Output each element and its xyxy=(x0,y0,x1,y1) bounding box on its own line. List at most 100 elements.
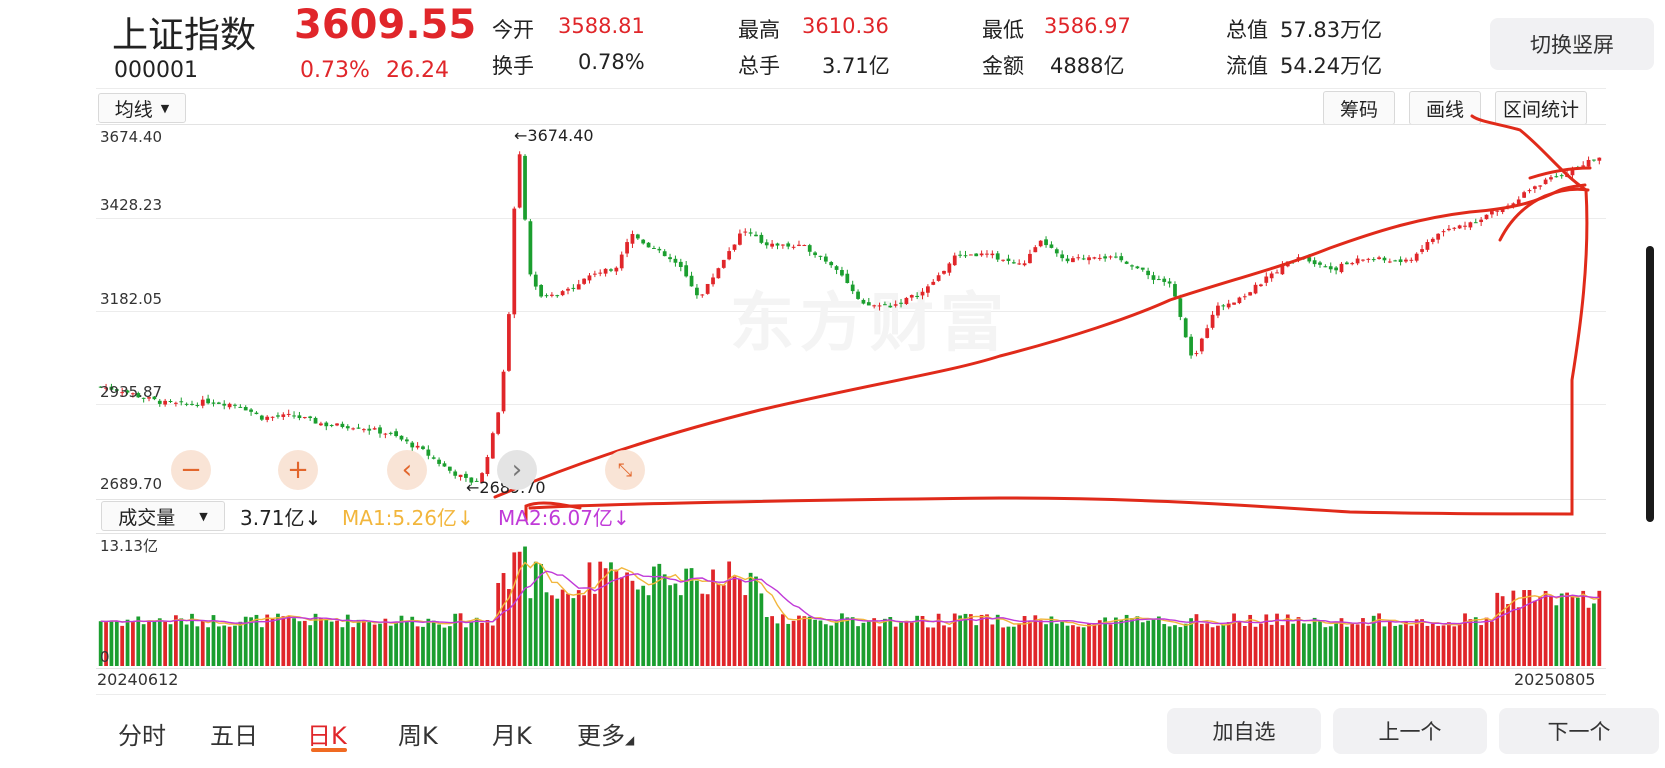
volume-bar xyxy=(469,622,474,666)
volume-bar xyxy=(362,620,366,666)
collapse-button[interactable]: ⤡ xyxy=(605,450,645,490)
volume-bar xyxy=(539,564,544,666)
candle-body xyxy=(1135,266,1140,269)
tab-more[interactable]: 更多◢ xyxy=(577,716,634,751)
candle-body xyxy=(1355,258,1360,264)
scroll-right-button[interactable]: › xyxy=(497,450,537,490)
draw-button[interactable]: 画线 xyxy=(1409,91,1481,125)
chevron-left-icon: ‹ xyxy=(401,455,413,485)
candle-body xyxy=(1366,258,1371,260)
volume-bar xyxy=(550,595,554,666)
volume-bar xyxy=(388,625,393,666)
down-arrow-icon: ↓ xyxy=(304,506,322,530)
volume-bar xyxy=(689,568,694,666)
candle-body xyxy=(125,390,130,393)
quote-amount-value: 4888亿 xyxy=(1050,54,1125,78)
volume-bar xyxy=(1479,625,1484,666)
candle-body xyxy=(1253,284,1258,294)
candle-body xyxy=(211,402,216,404)
volume-bar xyxy=(678,595,683,666)
tab-five-day[interactable]: 五日 xyxy=(210,722,258,750)
price-axis-label: 3428.23 xyxy=(100,196,163,214)
volume-bar xyxy=(1559,593,1564,666)
add-watchlist-button[interactable]: 加自选 xyxy=(1167,708,1321,754)
candle-body xyxy=(614,267,619,272)
candle-body xyxy=(1377,257,1381,260)
volume-bar xyxy=(238,621,243,666)
candle-body xyxy=(1210,314,1215,328)
indicator-select[interactable]: 成交量 ▼ xyxy=(101,501,225,531)
zoom-in-button[interactable]: + xyxy=(278,450,318,490)
volume-bar xyxy=(598,561,603,666)
volume-bar xyxy=(426,618,431,666)
candle-body xyxy=(464,473,468,478)
volume-bar xyxy=(1011,626,1016,666)
candle-body xyxy=(1597,157,1602,161)
volume-bar xyxy=(437,624,441,666)
candle-body xyxy=(378,427,382,434)
candle-body xyxy=(1242,296,1247,298)
candle-body xyxy=(952,255,957,266)
candle-body xyxy=(1103,256,1108,259)
volume-bar xyxy=(791,620,796,666)
volume-bar xyxy=(474,617,479,666)
candle-body xyxy=(297,415,302,419)
volume-bar xyxy=(738,579,742,666)
candle-body xyxy=(501,371,506,412)
next-button[interactable]: 下一个 xyxy=(1499,708,1659,754)
scrollbar-thumb[interactable] xyxy=(1646,246,1654,522)
candle-body xyxy=(1393,260,1398,262)
candles-group xyxy=(98,151,1602,486)
candle-body xyxy=(1092,257,1097,259)
volume-bar xyxy=(1092,623,1097,666)
volume-bar xyxy=(464,627,468,666)
candle-body xyxy=(362,429,366,431)
candle-body xyxy=(313,417,318,424)
scroll-left-button[interactable]: ‹ xyxy=(387,450,427,490)
candle-body xyxy=(630,234,635,244)
price-axis-label: 3674.40 xyxy=(100,128,163,146)
candle-body xyxy=(147,397,151,399)
volume-bar xyxy=(1597,590,1602,666)
switch-portrait-button[interactable]: 切换竖屏 xyxy=(1490,18,1654,70)
volume-bar xyxy=(1355,624,1360,666)
candle-body xyxy=(426,449,431,456)
ma-select[interactable]: 均线 ▼ xyxy=(98,93,186,123)
quote-total-mv-label: 总值 xyxy=(1226,18,1268,42)
candle-body xyxy=(861,299,866,304)
zoom-out-button[interactable]: − xyxy=(171,450,211,490)
candle-body xyxy=(1275,272,1279,274)
candle-body xyxy=(1264,276,1269,283)
candle-body xyxy=(764,242,769,246)
tab-weekly-k[interactable]: 周K xyxy=(398,722,438,750)
volume-bar xyxy=(104,621,108,666)
candle-body xyxy=(190,403,194,405)
candle-body xyxy=(979,253,984,256)
candle-body xyxy=(114,389,119,391)
volume-bar xyxy=(1430,623,1435,666)
index-code: 000001 xyxy=(114,58,198,83)
volume-bar xyxy=(904,621,909,666)
candle-body xyxy=(104,387,108,389)
candle-body xyxy=(1011,262,1016,264)
candle-body xyxy=(195,405,200,407)
candle-body xyxy=(1001,259,1005,261)
candle-body xyxy=(625,242,629,254)
volume-bar xyxy=(952,613,957,666)
candle-body xyxy=(856,291,860,299)
range-stats-button[interactable]: 区间统计 xyxy=(1495,91,1587,125)
volume-bar xyxy=(131,621,135,666)
candle-body xyxy=(404,439,409,442)
volume-bar xyxy=(485,620,490,666)
tab-monthly-k[interactable]: 月K xyxy=(492,722,532,750)
candle-body xyxy=(131,393,135,395)
tab-daily-k[interactable]: 日K xyxy=(307,722,347,750)
volume-bar xyxy=(1269,624,1274,666)
volume-bar xyxy=(184,624,189,666)
volume-bar xyxy=(931,627,936,666)
previous-button[interactable]: 上一个 xyxy=(1333,708,1487,754)
candle-body xyxy=(421,446,425,450)
volume-bar xyxy=(614,569,619,666)
tab-intraday[interactable]: 分时 xyxy=(118,722,166,750)
